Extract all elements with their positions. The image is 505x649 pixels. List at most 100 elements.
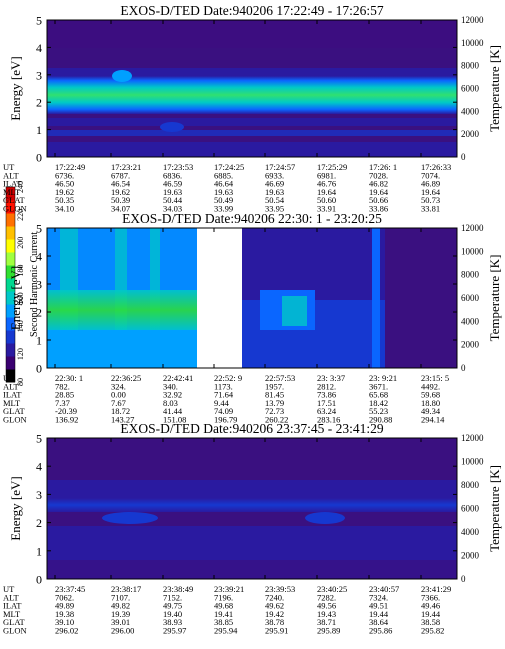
ephemeris-value: 46.76 [317,179,336,189]
y-tick-label: 5 [36,222,42,236]
y2-tick-label: 10000 [461,38,484,48]
y-tick-label: 5 [36,14,42,28]
chart-title: EXOS-D/TED Date:940206 17:22:49 - 17:26:… [120,3,383,18]
ephemeris-value: 19.62 [111,187,130,197]
plot-frame [46,227,458,369]
ephemeris-value: 19.64 [421,187,441,197]
y2-tick-label: 6000 [461,504,480,514]
ephemeris-value: 295.91 [265,626,288,636]
ephemeris-value: 294.14 [421,415,445,425]
ephemeris-value: 38.85 [214,617,233,627]
ephemeris-value: 23:41:29 [421,584,451,594]
panel-2-heatmap [47,228,457,368]
y-axis-label: Energy [eV] [8,266,23,330]
ephemeris-value: 49.51 [369,601,388,611]
colorbar-swatch [6,265,15,279]
ephemeris-value: 46.69 [265,179,284,189]
ephemeris-value: 7366. [421,592,440,602]
ephemeris-value: 23:40:57 [369,584,399,594]
y2-axis-label: Temperature [K] [487,45,502,132]
ephemeris-value: 17:24:57 [265,162,295,172]
y-tick-label: 1 [36,334,42,348]
ephemeris-value: 74.09 [214,406,233,416]
ephemeris-value: 6981. [317,170,336,180]
ephemeris-value: 7062. [55,592,74,602]
panel-3: EXOS-D/TED Date:940206 23:37:45 - 23:41:… [3,421,502,636]
ephemeris-value: 295.94 [214,626,238,636]
ephemeris-value: 7074. [421,170,440,180]
ephemeris-value: 50.49 [214,195,233,205]
y-axis-label: Energy [eV] [8,476,23,540]
ephemeris-value: 18.72 [111,406,130,416]
y2-tick-label: 2000 [461,551,480,561]
ephemeris-value: 23:39:21 [214,584,244,594]
y2-tick-label: 8000 [461,270,480,280]
colorbar-swatch [6,239,15,253]
y-tick-label: 3 [36,68,42,82]
ephemeris-value: 38.71 [317,617,336,627]
ephemeris-value: 73.86 [317,390,336,400]
ephemeris-value: 6885. [214,170,233,180]
ephemeris-value: 46.89 [421,179,440,189]
ephemeris-value: 46.59 [163,179,182,189]
ephemeris-value: 19.40 [163,609,182,619]
colorbar-swatch [6,343,15,357]
y-tick-label: 4 [36,460,42,474]
ephemeris-value: 23:15: 5 [421,373,449,383]
y2-tick-label: 8000 [461,61,480,71]
colorbar-swatch [6,213,15,227]
ephemeris-row-label: GLAT [3,195,26,205]
ephemeris-value: 23:39:53 [265,584,295,594]
ephemeris-value: 19.44 [369,609,389,619]
y2-tick-label: 0 [461,574,466,584]
ephemeris-value: 22:57:53 [265,373,295,383]
ephemeris-row-label: MLT [3,398,21,408]
ephemeris-value: 23: 3:37 [317,373,345,383]
ephemeris-row-label: ILAT [3,390,22,400]
ephemeris-value: 33.86 [369,204,388,214]
colorbar-swatch [6,200,15,214]
ephemeris-value: 50.54 [265,195,285,205]
ephemeris-value: 38.64 [369,617,389,627]
ephemeris-value: 50.73 [421,195,440,205]
ephemeris-value: 17:22:49 [55,162,85,172]
plot-frame [46,437,458,580]
ephemeris-value: 17:26: 1 [369,162,397,172]
ephemeris-value: 295.86 [369,626,392,636]
ephemeris-value: 295.97 [163,626,186,636]
colorbar-tick-label: 140 [16,320,25,332]
ephemeris-value: 283.16 [317,415,340,425]
ephemeris-value: 33.91 [317,204,336,214]
ephemeris-value: 23:40:25 [317,584,347,594]
y2-axis-label: Temperature [K] [487,465,502,552]
ephemeris-row-label: GLON [3,204,27,214]
ephemeris-value: -20.39 [55,406,77,416]
ephemeris-row-label: ALT [3,592,20,602]
colorbar-swatch [6,252,15,266]
y2-tick-label: 12000 [461,15,484,25]
colorbar-swatch [6,356,15,370]
ephemeris-value: 49.46 [421,601,440,611]
ephemeris-value: 19.63 [214,187,233,197]
ephemeris-value: 23: 9:21 [369,373,397,383]
ephemeris-row-label: ALT [3,381,20,391]
ephemeris-value: 18.80 [421,398,440,408]
ephemeris-value: 6933. [265,170,284,180]
ephemeris-value: 34.07 [111,204,130,214]
ephemeris-row-label: ILAT [3,601,22,611]
ephemeris-value: 7324. [369,592,388,602]
y2-tick-label: 10000 [461,457,484,467]
ephemeris-value: 7.67 [111,398,126,408]
y2-tick-label: 4000 [461,316,480,326]
ephemeris-value: 65.68 [369,390,388,400]
ephemeris-row-label: GLON [3,626,27,636]
colorbar-label: Second Harmonic Current [29,232,40,337]
ephemeris-value: 71.64 [214,390,234,400]
y2-tick-label: 4000 [461,106,480,116]
y-tick-label: 1 [36,123,42,137]
panel-2: EXOS-D/TED Date:940206 22:30: 1 - 23:20:… [3,211,502,425]
colorbar-tick-label: 120 [16,348,25,360]
ephemeris-value: 49.75 [163,601,182,611]
ephemeris-value: 34.03 [163,204,182,214]
ephemeris-value: 23:38:17 [111,584,141,594]
